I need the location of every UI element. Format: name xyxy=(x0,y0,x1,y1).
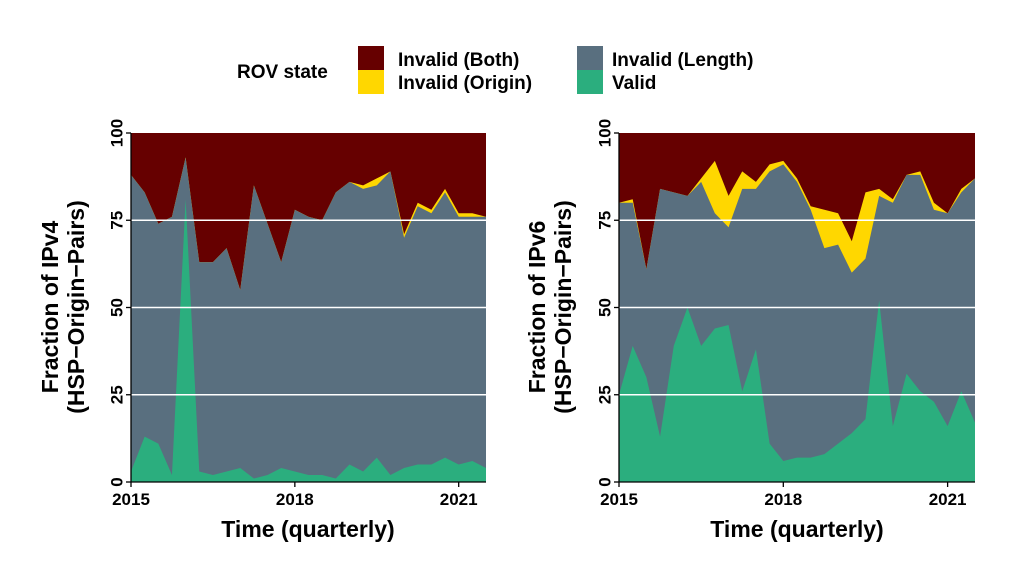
x-axis-title: Time (quarterly) xyxy=(710,516,883,542)
gridlines xyxy=(619,219,975,396)
x-tick-label: 2021 xyxy=(440,490,478,509)
x-axis-title: Time (quarterly) xyxy=(221,516,394,542)
legend-key-valid xyxy=(577,70,603,94)
legend-label-invalid-both: Invalid (Both) xyxy=(398,50,519,71)
x-tick-label: 2018 xyxy=(276,490,314,509)
area-invalid-length xyxy=(131,157,486,482)
y-tick-label: 50 xyxy=(596,298,615,317)
y-tick-label: 25 xyxy=(596,385,615,404)
y-tick-label: 100 xyxy=(596,119,615,147)
legend-key-invalid-origin xyxy=(358,70,384,94)
x-tick-label: 2015 xyxy=(112,490,150,509)
y-tick-label: 75 xyxy=(596,211,615,230)
axes: 0 25 50 75 100 2015 2018 2021 xyxy=(596,119,975,509)
gridlines xyxy=(131,219,486,396)
area-valid xyxy=(619,300,975,482)
y-tick-label: 100 xyxy=(108,119,127,147)
y-tick-label: 0 xyxy=(108,477,127,486)
y-axis-title-line2: (HSP−Origin−Pairs) xyxy=(550,200,576,413)
x-tick-label: 2021 xyxy=(929,490,967,509)
y-tick-label: 50 xyxy=(108,298,127,317)
y-axis-title-line2: (HSP−Origin−Pairs) xyxy=(63,200,89,413)
y-axis-title-line1: Fraction of IPv4 xyxy=(37,221,63,394)
y-tick-label: 0 xyxy=(596,477,615,486)
legend-label-invalid-origin: Invalid (Origin) xyxy=(398,73,532,94)
legend-title: ROV state xyxy=(237,62,328,83)
legend-key-invalid-length xyxy=(577,46,603,70)
x-tick-label: 2015 xyxy=(600,490,638,509)
legend-label-invalid-length: Invalid (Length) xyxy=(612,50,753,71)
y-tick-label: 25 xyxy=(108,385,127,404)
y-tick-label: 75 xyxy=(108,211,127,230)
legend-label-valid: Valid xyxy=(612,73,656,94)
y-axis-title-line1: Fraction of IPv6 xyxy=(524,221,550,394)
x-tick-label: 2018 xyxy=(764,490,802,509)
axes: 0 25 50 75 100 2015 2018 2021 xyxy=(108,119,486,509)
legend-key-invalid-both xyxy=(358,46,384,70)
legend: ROV state Invalid (Both) Invalid (Origin… xyxy=(237,46,753,94)
